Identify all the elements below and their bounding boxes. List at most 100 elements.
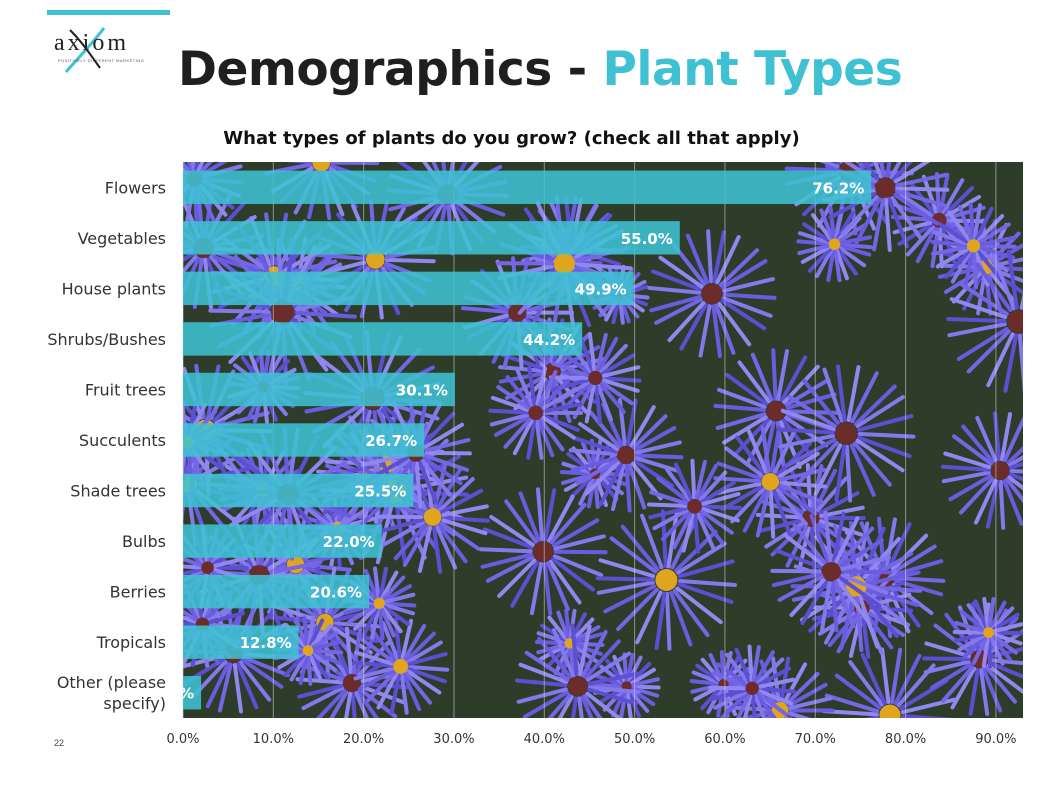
aster-petal (972, 252, 979, 290)
bar-value-label: 76.2% (812, 179, 864, 197)
aster-petal (1033, 322, 1053, 324)
aster-petal (627, 463, 647, 510)
aster-petal (578, 624, 592, 677)
aster-petal (846, 365, 861, 423)
aster-petal (424, 438, 471, 453)
aster-petal (712, 230, 726, 284)
bar-value-label: 20.6% (310, 584, 362, 602)
aster-petal (205, 661, 231, 709)
aster-center (879, 704, 901, 718)
logo-tagline: POSITIVELY DIFFERENT MARKETING (58, 58, 145, 63)
aster-petal (986, 637, 993, 669)
aster-petal (992, 612, 1020, 632)
aster-petal (831, 511, 846, 562)
aster-center (553, 252, 575, 275)
aster-petal (542, 562, 553, 616)
aster-petal (823, 510, 833, 562)
aster-petal (845, 725, 881, 764)
category-label-line: Vegetables (78, 229, 166, 248)
aster-petal (855, 162, 860, 164)
aster-center (875, 178, 896, 198)
aster-petal (769, 715, 775, 718)
bar (183, 423, 425, 457)
aster-petal (441, 504, 489, 517)
aster-petal (992, 634, 1019, 655)
aster-center (302, 645, 314, 656)
aster-petal (742, 489, 768, 533)
category-label-line: Tropicals (96, 633, 166, 652)
aster-petal (660, 510, 691, 542)
aster-petal (551, 557, 595, 592)
aster-petal (524, 650, 570, 682)
aster-petal (598, 558, 656, 579)
aster-petal (756, 691, 788, 716)
aster-petal (581, 630, 608, 678)
aster-petal (950, 251, 972, 284)
aster-petal (269, 143, 311, 158)
aster-petal (547, 494, 575, 543)
aster-petal (775, 717, 777, 718)
aster-petal (808, 593, 850, 633)
aster-petal (630, 684, 661, 690)
aster-petal (696, 512, 716, 550)
aster-petal (840, 109, 847, 159)
aster-petal (719, 650, 726, 680)
bar (183, 574, 370, 609)
aster-petal (183, 447, 184, 450)
aster-petal (585, 691, 623, 718)
aster-petal (610, 463, 626, 512)
aster-petal (827, 112, 845, 159)
aster-center (588, 370, 603, 386)
aster-petal (504, 499, 538, 544)
aster-petal (527, 365, 537, 406)
aster-petal (561, 473, 591, 485)
bar (183, 676, 202, 710)
aster-petal (936, 221, 969, 244)
aster-petal (975, 206, 994, 241)
aster-petal (522, 690, 570, 718)
aster-petal (814, 443, 843, 496)
aster-petal (991, 606, 1015, 630)
aster-petal (785, 671, 820, 706)
aster-petal (630, 667, 656, 686)
aster-petal (543, 488, 557, 542)
aster-petal (993, 622, 1023, 633)
aster-petal (754, 650, 775, 684)
aster-petal (725, 372, 769, 406)
aster-center (271, 300, 295, 324)
aster-petal (488, 408, 529, 415)
x-tick-label: 80.0% (885, 732, 926, 747)
aster-petal (482, 527, 534, 550)
aster-petal (785, 437, 837, 468)
aster-petal (183, 172, 188, 178)
aster-petal (1028, 332, 1053, 375)
aster-petal (850, 371, 879, 424)
aster-petal (402, 672, 422, 712)
bar-value-label: 2.0% (152, 685, 194, 703)
aster-petal (989, 636, 1005, 666)
aster-petal (982, 596, 990, 628)
aster-petal (968, 668, 980, 716)
title-accent: Plant Types (602, 42, 903, 97)
aster-petal (376, 672, 399, 710)
aster-petal (815, 476, 848, 513)
aster-petal (535, 366, 547, 406)
aster-petal (194, 162, 200, 172)
bar (183, 170, 872, 204)
aster-petal (351, 627, 363, 675)
aster-petal (580, 695, 594, 718)
aster-petal (360, 684, 406, 705)
page-title: Demographics - Plant Types (178, 40, 903, 100)
aster-petal (306, 655, 313, 686)
aster-petal (730, 487, 765, 524)
aster-petal (658, 255, 704, 289)
aster-petal (839, 538, 884, 568)
aster-petal (437, 523, 468, 564)
aster-petal (665, 591, 672, 651)
aster-petal (848, 660, 885, 707)
aster-petal (987, 597, 996, 628)
aster-petal (571, 696, 578, 718)
aster-petal (857, 414, 914, 432)
aster-petal (776, 441, 812, 477)
